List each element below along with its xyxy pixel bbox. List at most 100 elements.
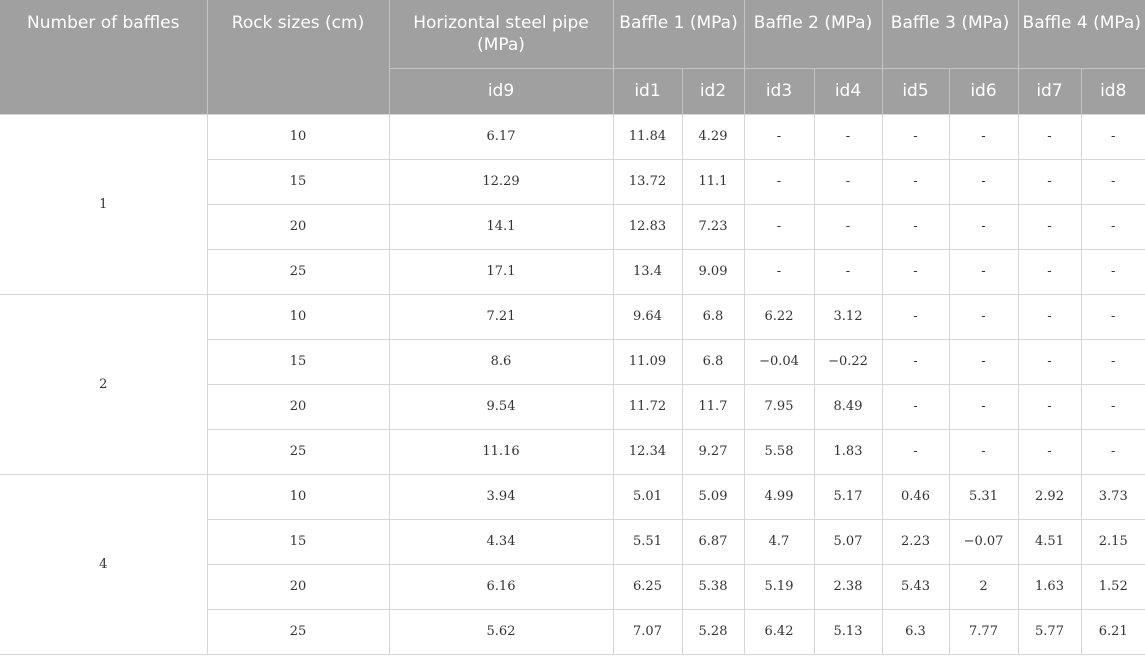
value-cell: 7.95 (743, 383, 815, 430)
value-cell: - (1017, 248, 1082, 295)
table-header: Number of baffles Rock sizes (cm) Horizo… (0, 0, 1145, 114)
value-cell: - (1080, 113, 1145, 160)
value-cell: 5.31 (948, 473, 1019, 520)
value-cell: - (948, 248, 1019, 295)
table-row: 25 11.16 12.34 9.27 5.58 1.83- - - - (0, 428, 1145, 475)
value-cell: 9.09 (681, 248, 745, 295)
value-cell: - (1080, 158, 1145, 205)
header-baffle-2: Baffle 2 (MPa) (744, 0, 883, 68)
header-id: id2 (682, 67, 745, 114)
value-cell: - (948, 293, 1019, 340)
value-cell: 14.1 (388, 203, 614, 250)
value-cell: - (948, 428, 1019, 475)
value-cell: 9.64 (612, 293, 683, 340)
table-row: 15 4.34 5.51 6.87 4.7 5.07 2.23 −0.07 4.51 2.15 (0, 518, 1145, 565)
value-cell: 6.87 (681, 518, 745, 565)
baffle-count-cell: 4 (0, 473, 208, 655)
value-cell: −0.07 (948, 518, 1019, 565)
value-cell: 11.84 (612, 113, 683, 160)
table-body: 1 10 6.17 11.84 4.29- - - - - -15 12.29 13.72 11.1- -… (0, 113, 1145, 655)
value-cell: 6.3 (881, 608, 950, 655)
value-cell: 5.13 (813, 608, 883, 655)
value-cell: 7.23 (681, 203, 745, 250)
value-cell: 5.28 (681, 608, 745, 655)
rock-size-cell: 25 (206, 248, 390, 295)
rock-size-cell: 10 (206, 293, 390, 340)
value-cell: 4.7 (743, 518, 815, 565)
value-cell: - (1017, 383, 1082, 430)
value-cell: 2.15 (1080, 518, 1145, 565)
rock-size-cell: 20 (206, 203, 390, 250)
baffle-count-cell: 2 (0, 293, 208, 475)
value-cell: - (881, 248, 950, 295)
value-cell: 11.72 (612, 383, 683, 430)
value-cell: - (881, 158, 950, 205)
value-cell: 5.09 (681, 473, 745, 520)
value-cell: 5.43 (881, 563, 950, 610)
value-cell: - (1080, 293, 1145, 340)
value-cell: 8.49 (813, 383, 883, 430)
rock-size-cell: 20 (206, 563, 390, 610)
value-cell: 12.29 (388, 158, 614, 205)
table-row: 2 10 7.21 9.64 6.8 6.22 3.12- - - - (0, 293, 1145, 475)
table-row: 4 10 3.94 5.01 5.09 4.99 5.17 0.46 5.31 2.92 3.73 (0, 473, 1145, 655)
value-cell: 6.21 (1080, 608, 1145, 655)
value-cell: 6.22 (743, 293, 815, 340)
value-cell: - (881, 293, 950, 340)
value-cell: - (881, 383, 950, 430)
header-baffle-3: Baffle 3 (MPa) (882, 0, 1019, 68)
value-cell: 8.6 (388, 338, 614, 385)
value-cell: - (743, 203, 815, 250)
rock-size-cell: 20 (206, 383, 390, 430)
value-cell: - (948, 113, 1019, 160)
value-cell: 4.29 (681, 113, 745, 160)
header-baffle-4: Baffle 4 (MPa) (1018, 0, 1145, 68)
value-cell: - (1017, 203, 1082, 250)
rock-size-cell: 25 (206, 608, 390, 655)
header-number-of-baffles: Number of baffles (0, 0, 208, 114)
header-id: id4 (814, 67, 883, 114)
value-cell: 7.77 (948, 608, 1019, 655)
value-cell: 2.23 (881, 518, 950, 565)
value-cell: 2.92 (1017, 473, 1082, 520)
value-cell: 6.16 (388, 563, 614, 610)
value-cell: - (1017, 158, 1082, 205)
rock-size-cell: 25 (206, 428, 390, 475)
value-cell: - (743, 113, 815, 160)
value-cell: - (1017, 293, 1082, 340)
table-row: 15 8.6 11.09 6.8 −0.04 −0.22- - - - (0, 338, 1145, 385)
value-cell: - (948, 158, 1019, 205)
value-cell: 11.1 (681, 158, 745, 205)
baffle-count-cell: 1 (0, 113, 208, 295)
header-id: id9 (389, 67, 614, 114)
value-cell: 11.7 (681, 383, 745, 430)
value-cell: −0.22 (813, 338, 883, 385)
value-cell: - (881, 338, 950, 385)
value-cell: 5.01 (612, 473, 683, 520)
table-row: 20 9.54 11.72 11.7 7.95 8.49- - - - (0, 383, 1145, 430)
value-cell: - (881, 428, 950, 475)
value-cell: - (813, 158, 883, 205)
header-baffle-1: Baffle 1 (MPa) (613, 0, 745, 68)
value-cell: 4.51 (1017, 518, 1082, 565)
value-cell: - (948, 383, 1019, 430)
value-cell: - (1080, 428, 1145, 475)
header-id: id7 (1018, 67, 1082, 114)
value-cell: 5.17 (813, 473, 883, 520)
value-cell: - (881, 113, 950, 160)
value-cell: 5.38 (681, 563, 745, 610)
value-cell: 6.25 (612, 563, 683, 610)
value-cell: - (1080, 203, 1145, 250)
header-rock-sizes: Rock sizes (cm) (207, 0, 390, 114)
value-cell: - (948, 203, 1019, 250)
rock-size-cell: 10 (206, 113, 390, 160)
value-cell: 3.94 (388, 473, 614, 520)
header-id: id6 (949, 67, 1019, 114)
header-id: id5 (882, 67, 950, 114)
value-cell: 6.8 (681, 338, 745, 385)
value-cell: 0.46 (881, 473, 950, 520)
value-cell: 5.07 (813, 518, 883, 565)
value-cell: 1.83 (813, 428, 883, 475)
table-row: 20 14.1 12.83 7.23- - - - - - (0, 203, 1145, 250)
